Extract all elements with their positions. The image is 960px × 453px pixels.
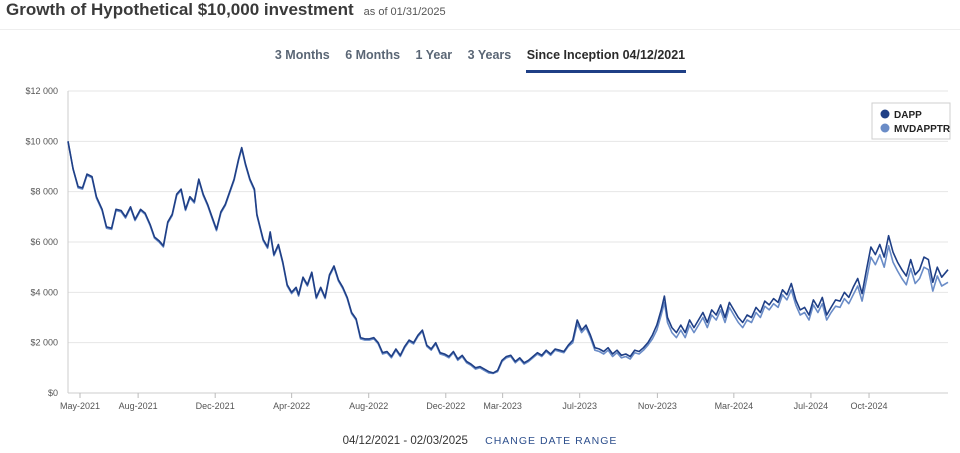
x-tick-label: Jul-2024 — [794, 401, 829, 411]
legend-marker-dapp — [880, 109, 890, 119]
y-tick-label: $0 — [48, 388, 58, 398]
y-tick-label: $6 000 — [30, 237, 58, 247]
x-tick-label: Oct-2024 — [851, 401, 888, 411]
y-tick-label: $2 000 — [30, 338, 58, 348]
mvdapptr-series-line — [67, 141, 949, 375]
x-tick-label: Nov-2023 — [638, 401, 677, 411]
date-range-text: 04/12/2021 - 02/03/2025 — [342, 435, 468, 447]
tab-6-months[interactable]: 6 Months — [345, 48, 401, 62]
x-axis-ticks: May-2021 Aug-2021 Dec-2021 Apr-2022 Aug-2022… — [60, 393, 888, 411]
x-tick-label: Mar-2023 — [483, 401, 522, 411]
header-divider — [0, 29, 960, 30]
y-tick-label: $12 000 — [25, 86, 58, 96]
chart-header: Growth of Hypothetical $10,000 investmen… — [6, 0, 446, 24]
legend-label-dapp: DAPP — [894, 110, 922, 121]
tab-1-year[interactable]: 1 Year — [415, 48, 453, 62]
x-tick-label: Dec-2022 — [426, 401, 465, 411]
grid-lines — [67, 90, 948, 394]
x-tick-label: Aug-2021 — [119, 401, 158, 411]
change-date-range-link[interactable]: CHANGE DATE RANGE — [485, 435, 618, 447]
x-tick-label: Jul-2023 — [562, 401, 597, 411]
x-tick-label: Dec-2021 — [196, 401, 235, 411]
growth-line-chart: $0 $2 000 $4 000 $6 000 $8 000 $10 000 $12 000… — [25, 86, 951, 411]
chart-legend: DAPP MVDAPPTR — [871, 102, 951, 140]
legend-label-mvdapptr: MVDAPPTR — [894, 124, 951, 135]
x-tick-label: Mar-2024 — [715, 401, 754, 411]
x-tick-label: Apr-2022 — [273, 401, 310, 411]
series-lines — [67, 141, 949, 375]
tab-3-months[interactable]: 3 Months — [274, 48, 330, 62]
tab-since-inception[interactable]: Since Inception 04/12/2021 — [525, 48, 687, 73]
page-title: Growth of Hypothetical $10,000 investmen… — [6, 0, 354, 19]
chart-footer: 04/12/2021 - 02/03/2025 CHANGE DATE RANG… — [0, 435, 960, 447]
legend-marker-mvdapptr — [880, 123, 890, 133]
time-period-tabs: 3 Months 6 Months 1 Year 3 Years Since I… — [0, 48, 960, 73]
tab-3-years[interactable]: 3 Years — [467, 48, 512, 62]
y-tick-label: $10 000 — [25, 136, 58, 146]
x-tick-label: Aug-2022 — [349, 401, 388, 411]
y-axis-ticks: $0 $2 000 $4 000 $6 000 $8 000 $10 000 $12 000 — [25, 86, 58, 398]
dapp-series-line — [67, 141, 949, 374]
y-tick-label: $8 000 — [30, 187, 58, 197]
x-tick-label: May-2021 — [60, 401, 100, 411]
as-of-date: as of 01/31/2025 — [363, 6, 446, 18]
y-tick-label: $4 000 — [30, 287, 58, 297]
